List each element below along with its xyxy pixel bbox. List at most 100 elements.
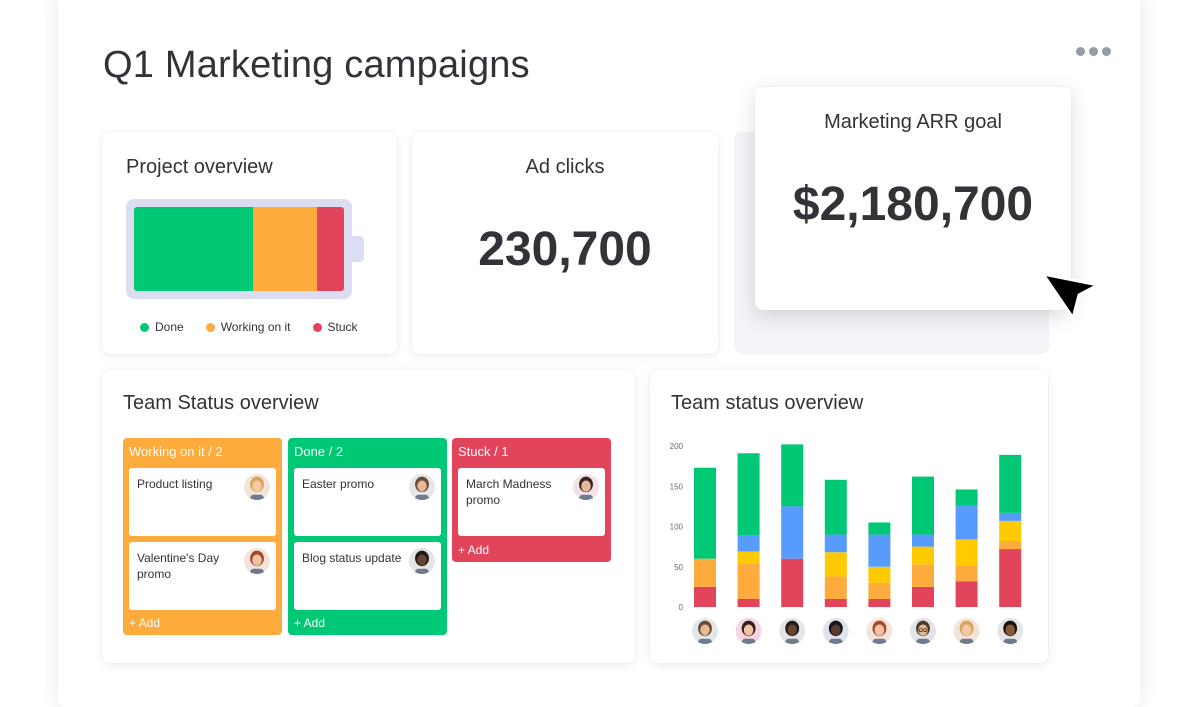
avatar-woman-blonde [244, 474, 270, 500]
bar-segment[interactable] [824, 552, 847, 577]
page-title: Q1 Marketing campaigns [103, 44, 530, 86]
legend-item: Done [140, 320, 184, 334]
add-item-button[interactable]: + Add [129, 616, 161, 630]
mouse-cursor-icon [1041, 272, 1100, 320]
avatar[interactable] [409, 548, 435, 579]
bar-segment[interactable] [955, 581, 978, 607]
chart-avatar[interactable] [822, 618, 849, 646]
avatar-woman-pink [735, 618, 762, 644]
bar-segment[interactable] [868, 534, 891, 567]
chart-avatar[interactable] [866, 618, 893, 646]
bar-segment[interactable] [694, 558, 716, 587]
avatar-man-beard [692, 618, 718, 644]
bar-segment[interactable] [781, 506, 804, 559]
legend-dot-icon [312, 322, 322, 332]
task-name: Product listing [137, 477, 213, 491]
kanban-column-header: Done / 2 [294, 444, 344, 459]
battery-legend: Done Working on it Stuck [140, 320, 358, 334]
bar-segment[interactable] [737, 551, 760, 564]
chart-avatar[interactable] [779, 618, 806, 646]
avatar[interactable] [244, 474, 270, 505]
bar-segment[interactable] [912, 546, 934, 565]
avatar-man-beard [409, 474, 435, 500]
kanban-task-card[interactable]: Valentine's Day promo [129, 542, 276, 610]
project-overview-widget[interactable]: Project overview Done Working on it Stuck [102, 132, 397, 354]
bar-segment[interactable] [955, 539, 978, 566]
widget-title: Ad clicks [525, 156, 605, 178]
battery-segment-working-on-it[interactable] [253, 207, 318, 291]
task-name: Easter promo [302, 477, 375, 491]
y-tick-label: 150 [670, 482, 684, 491]
avatar-man-dark [779, 618, 806, 644]
kanban-column-header: Stuck / 1 [458, 444, 509, 459]
avatar[interactable] [409, 474, 435, 505]
avatar[interactable] [244, 548, 270, 579]
y-tick-label: 100 [670, 523, 684, 532]
kanban-column: Done / 2 Easter promo Blog status update + … [288, 438, 447, 635]
stacked-bar-chart: 0 50 100 150 200 [670, 442, 1024, 646]
task-name: Valentine's Day promo [137, 551, 220, 581]
y-tick-label: 200 [670, 442, 684, 451]
bar-segment[interactable] [868, 582, 891, 599]
bar-segment[interactable] [737, 453, 760, 536]
team-status-widget[interactable]: Team Status overview Working on it / 2 Pr… [102, 370, 635, 663]
bar-segment[interactable] [737, 563, 760, 599]
legend-item: Stuck [312, 320, 358, 334]
avatar-woman-blonde [953, 618, 980, 644]
bar-segment[interactable] [912, 476, 934, 535]
bar-segment[interactable] [955, 505, 978, 540]
legend-label: Done [155, 320, 184, 334]
battery-segment-done[interactable] [134, 207, 254, 291]
chart-avatar[interactable] [997, 618, 1024, 646]
more-options-icon[interactable] [1076, 47, 1111, 56]
bar-segment[interactable] [694, 586, 716, 607]
bar-segment[interactable] [737, 535, 760, 552]
avatar-man-dark [409, 548, 435, 574]
bar-segment[interactable] [999, 540, 1022, 550]
battery-segment-stuck[interactable] [317, 207, 344, 291]
add-item-button[interactable]: + Add [458, 543, 490, 557]
add-item-button[interactable]: + Add [294, 616, 326, 630]
kanban-task-card[interactable]: Product listing [129, 468, 276, 536]
kanban-task-card[interactable]: Easter promo [294, 468, 441, 536]
bar-segment[interactable] [824, 534, 847, 553]
arr-goal-widget[interactable]: Marketing ARR goal $2,180,700 [755, 87, 1071, 310]
bar-segment[interactable] [868, 522, 891, 535]
bar-segment[interactable] [955, 565, 978, 582]
bar-segment[interactable] [694, 467, 716, 559]
widget-title: Marketing ARR goal [824, 111, 1002, 133]
bar-segment[interactable] [781, 558, 804, 607]
bar-segment[interactable] [868, 566, 891, 583]
avatar-man-curly [822, 618, 849, 644]
ad-clicks-widget[interactable]: Ad clicks 230,700 [412, 132, 718, 354]
bar-segment[interactable] [824, 479, 847, 535]
avatar-man-black-hair [997, 618, 1024, 644]
bar-segment[interactable] [824, 576, 847, 599]
bar-segment[interactable] [912, 534, 934, 547]
avatar-woman-red-hair [866, 618, 893, 644]
bar-segment[interactable] [824, 598, 847, 607]
bar-segment[interactable] [999, 454, 1022, 513]
team-status-chart-widget[interactable]: Team status overview 0 50 100 150 200 [650, 370, 1048, 663]
bar-segment[interactable] [999, 549, 1022, 607]
chart-avatar[interactable] [910, 618, 936, 646]
bar-segment[interactable] [737, 598, 760, 607]
chart-avatar[interactable] [953, 618, 980, 646]
bar-segment[interactable] [912, 586, 934, 607]
widget-title: Project overview [126, 156, 273, 178]
bar-segment[interactable] [955, 489, 978, 506]
kanban-task-card[interactable]: Blog status update [294, 542, 441, 610]
bar-segment[interactable] [868, 598, 891, 607]
y-tick-label: 0 [679, 603, 684, 612]
chart-avatar[interactable] [735, 618, 762, 646]
chart-avatar[interactable] [692, 618, 718, 646]
bar-segment[interactable] [912, 564, 934, 587]
bar-segment[interactable] [999, 512, 1022, 521]
avatar[interactable] [573, 474, 599, 505]
kanban-column: Stuck / 1 March Madness promo + Add [452, 438, 611, 562]
bar-segment[interactable] [781, 444, 804, 507]
kanban-task-card[interactable]: March Madness promo [458, 468, 605, 536]
kanban-column-header: Working on it / 2 [129, 444, 223, 459]
task-name: Blog status update [302, 551, 402, 565]
bar-segment[interactable] [999, 520, 1022, 541]
